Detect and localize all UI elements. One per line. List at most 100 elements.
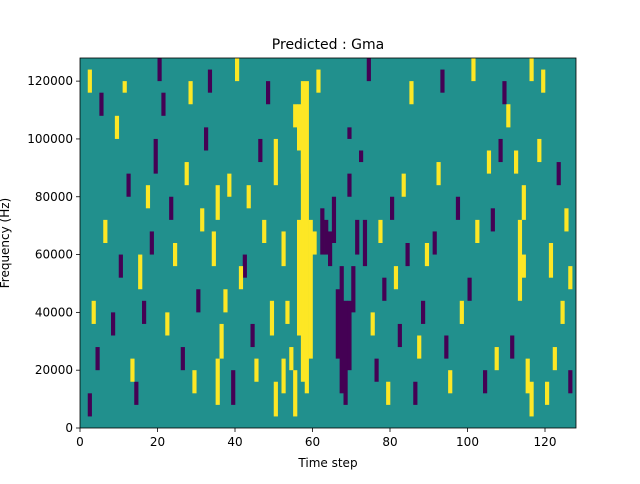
x-tick-label: 120 <box>534 435 557 449</box>
heatmap-cell <box>366 58 371 82</box>
heatmap-cell <box>529 381 534 417</box>
heatmap-cell <box>157 58 162 82</box>
heatmap-cell <box>339 266 344 394</box>
heatmap-cell <box>517 243 523 301</box>
heatmap-cell <box>568 370 573 394</box>
heatmap-cell <box>552 347 557 371</box>
heatmap-cell <box>432 231 437 255</box>
heatmap-cell <box>161 92 166 116</box>
heatmap-cell <box>455 196 461 220</box>
heatmap-cells <box>87 58 573 417</box>
heatmap-cell <box>308 219 313 359</box>
heatmap-cell <box>281 358 286 394</box>
heatmap-cell <box>215 185 220 220</box>
heatmap-cell <box>258 138 263 163</box>
heatmap-cell <box>297 219 302 336</box>
heatmap-cell <box>180 347 185 371</box>
heatmap-cell <box>207 69 213 93</box>
x-axis-label: Time step <box>297 456 357 470</box>
heatmap-cell <box>459 300 464 324</box>
heatmap-cell <box>211 231 216 267</box>
heatmap-cell <box>149 231 154 255</box>
y-tick-label: 20000 <box>35 363 73 377</box>
heatmap-cell <box>238 266 244 290</box>
heatmap-cell <box>273 381 278 417</box>
heatmap-cell <box>405 243 410 267</box>
x-axis: 0 20 40 60 80 100 120 <box>76 428 556 449</box>
heatmap-cell <box>122 81 127 93</box>
heatmap-cell <box>393 266 399 290</box>
heatmap-cell <box>99 92 104 116</box>
heatmap-cell <box>347 127 352 139</box>
heatmap-cell <box>130 358 135 382</box>
heatmap-cell <box>490 208 495 232</box>
x-tick-label: 60 <box>305 435 320 449</box>
heatmap-cell <box>91 300 96 324</box>
heatmap-cell <box>111 312 116 336</box>
heatmap-cell <box>548 243 554 278</box>
x-tick-label: 100 <box>456 435 479 449</box>
heatmap-cell <box>153 138 158 174</box>
y-tick-label: 80000 <box>35 190 73 204</box>
heatmap-cell <box>215 358 220 405</box>
heatmap-cell <box>184 162 189 186</box>
heatmap-cell <box>355 219 360 255</box>
heatmap-cell <box>165 312 170 336</box>
y-tick-label: 120000 <box>27 74 73 88</box>
heatmap-cell <box>537 138 542 163</box>
y-tick-label: 60000 <box>35 248 73 262</box>
y-axis: 0 20000 40000 60000 80000 100000 120000 <box>27 74 80 435</box>
heatmap-cell <box>421 300 426 324</box>
heatmap-cell <box>87 69 92 93</box>
heatmap-cell <box>169 196 174 220</box>
heatmap-cell <box>188 81 193 105</box>
heatmap-cell <box>145 185 151 209</box>
heatmap-cell <box>328 231 333 267</box>
heatmap-cell <box>506 104 511 128</box>
heatmap-cell <box>359 150 364 163</box>
heatmap-cell <box>324 219 329 255</box>
heatmap-cell <box>134 381 139 405</box>
heatmap-cell <box>409 81 414 105</box>
heatmap-cell <box>475 219 480 243</box>
heatmap-cell <box>444 335 449 359</box>
heatmap-cell <box>231 370 236 405</box>
heatmap-cell <box>269 300 275 336</box>
heatmap-cell <box>304 81 309 151</box>
heatmap-cell <box>467 277 472 301</box>
heatmap-cell <box>293 370 298 417</box>
plot-area <box>79 57 577 429</box>
heatmap-cell <box>312 231 317 255</box>
heatmap-cell <box>362 219 368 267</box>
x-tick-label: 80 <box>382 435 397 449</box>
heatmap-cell <box>316 69 321 93</box>
heatmap-cell <box>510 335 515 359</box>
heatmap-cell <box>289 347 294 371</box>
y-axis-label: Frequency (Hz) <box>0 198 12 289</box>
heatmap-cell <box>347 173 352 197</box>
heatmap-cell <box>227 173 232 197</box>
heatmap-cell <box>173 243 178 267</box>
heatmap-cell <box>494 347 499 371</box>
heatmap-cell <box>390 196 395 220</box>
x-tick-label: 0 <box>76 435 84 449</box>
heatmap-cell <box>192 370 197 394</box>
heatmap-cell <box>401 173 406 197</box>
heatmap-cell <box>126 173 131 197</box>
heatmap-cell <box>386 381 391 405</box>
heatmap-cell <box>517 219 523 243</box>
heatmap-cell <box>521 254 526 278</box>
heatmap-cell <box>556 162 561 186</box>
heatmap-cell <box>281 231 286 267</box>
heatmap-cell <box>300 150 306 382</box>
heatmap-cell <box>347 300 352 371</box>
heatmap-cell <box>374 358 379 382</box>
heatmap-cell <box>502 81 507 105</box>
heatmap-cell <box>300 81 306 174</box>
heatmap-cell <box>95 347 100 371</box>
heatmap-cell <box>219 323 224 359</box>
heatmap-cell <box>114 115 120 139</box>
heatmap-cell <box>514 150 519 174</box>
heatmap-cell <box>200 208 205 232</box>
heatmap-cell <box>521 185 526 220</box>
